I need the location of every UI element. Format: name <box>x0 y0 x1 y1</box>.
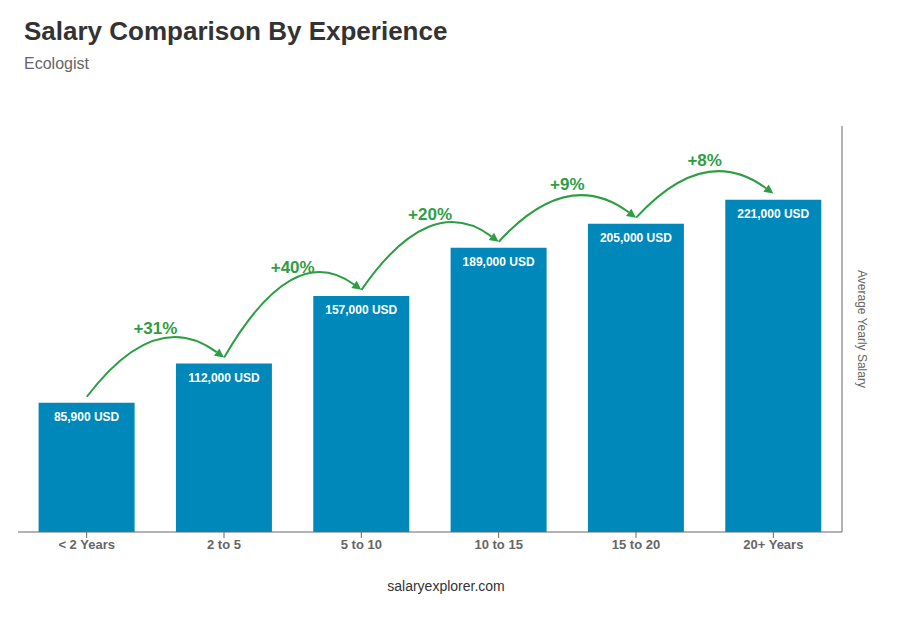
svg-text:10 to 15: 10 to 15 <box>474 537 522 552</box>
svg-text:+40%: +40% <box>271 258 315 277</box>
svg-text:< 2 Years: < 2 Years <box>58 537 115 552</box>
svg-text:+31%: +31% <box>133 319 177 338</box>
html-text:Salary Comparison By Experienc: Salary Comparison By Experience <box>24 16 448 46</box>
html-text:salaryexplorer.com: salaryexplorer.com <box>387 578 505 594</box>
svg-text:+9%: +9% <box>550 175 585 194</box>
svg-text:5 to 10: 5 to 10 <box>341 537 382 552</box>
svg-text:2 to 5: 2 to 5 <box>207 537 241 552</box>
svg-text:+20%: +20% <box>408 205 452 224</box>
svg-text:Average Yearly Salary: Average Yearly Salary <box>855 270 869 388</box>
html-text:Ecologist: Ecologist <box>24 55 89 72</box>
svg-text:205,000 USD: 205,000 USD <box>600 231 672 245</box>
svg-text:+8%: +8% <box>687 151 722 170</box>
svg-text:15 to 20: 15 to 20 <box>612 537 660 552</box>
svg-text:221,000 USD: 221,000 USD <box>737 207 809 221</box>
svg-text:85,900 USD: 85,900 USD <box>54 410 120 424</box>
svg-text:157,000 USD: 157,000 USD <box>325 303 397 317</box>
svg-text:112,000 USD: 112,000 USD <box>188 371 260 385</box>
svg-text:20+ Years: 20+ Years <box>743 537 803 552</box>
svg-text:189,000 USD: 189,000 USD <box>463 255 535 269</box>
